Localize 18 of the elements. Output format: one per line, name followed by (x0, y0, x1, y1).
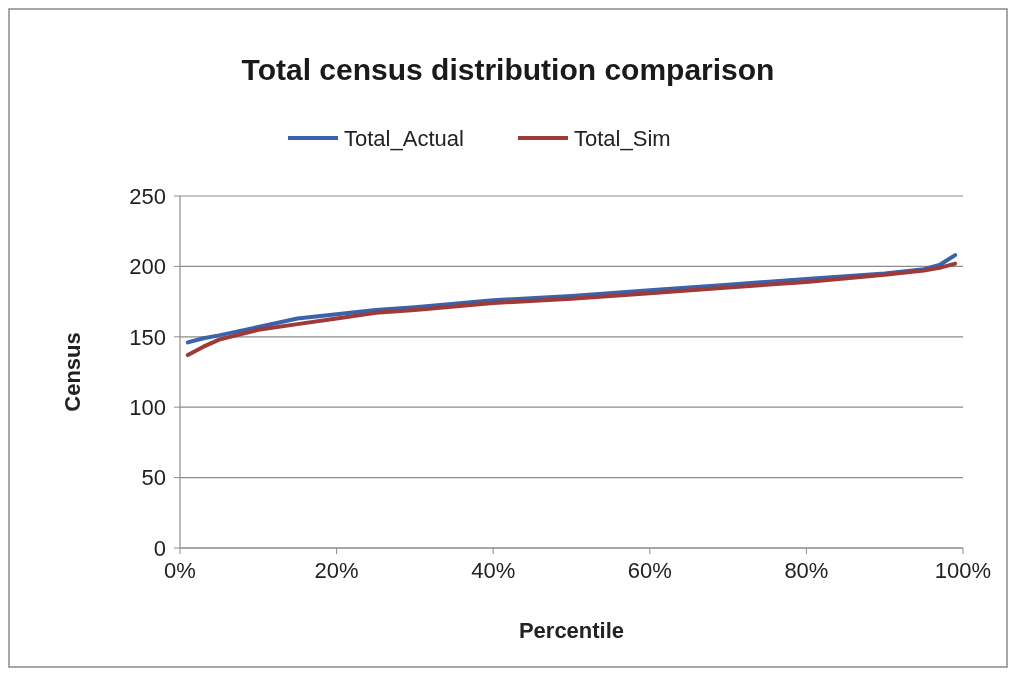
x-tick-label: 80% (784, 558, 829, 583)
line-series (185, 261, 958, 358)
legend-label: Total_Actual (344, 125, 464, 151)
legend-label: Total_Sim (574, 125, 671, 151)
y-tick-label: 150 (129, 324, 166, 350)
chart-title: Total census distribution comparison (241, 53, 775, 86)
y-axis-title: Census (60, 332, 85, 412)
x-tick-label: 100% (934, 558, 992, 583)
x-tick-label: 20% (314, 558, 359, 583)
y-tick-label: 50 (141, 465, 166, 491)
x-axis-title: Percentile (518, 618, 625, 643)
x-tick-label: 0% (164, 558, 196, 583)
x-tick-label: 60% (627, 558, 672, 583)
y-tick-label: 250 (129, 183, 166, 209)
x-tick-label: 40% (471, 558, 516, 583)
y-tick-label: 200 (129, 254, 166, 280)
y-tick-label: 0 (153, 535, 166, 561)
y-tick-label: 100 (129, 394, 166, 420)
